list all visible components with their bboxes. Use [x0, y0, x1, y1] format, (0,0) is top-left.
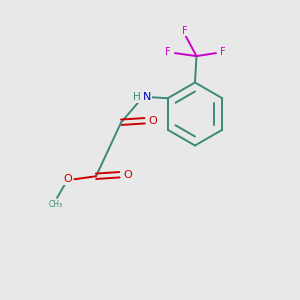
- Text: CH₃: CH₃: [49, 200, 63, 209]
- Text: H: H: [133, 92, 141, 102]
- Text: O: O: [63, 174, 72, 184]
- Text: O: O: [123, 170, 132, 180]
- Text: N: N: [142, 92, 151, 102]
- Text: F: F: [220, 46, 225, 57]
- Text: O: O: [148, 116, 158, 126]
- Text: F: F: [165, 46, 170, 57]
- Text: F: F: [182, 26, 187, 36]
